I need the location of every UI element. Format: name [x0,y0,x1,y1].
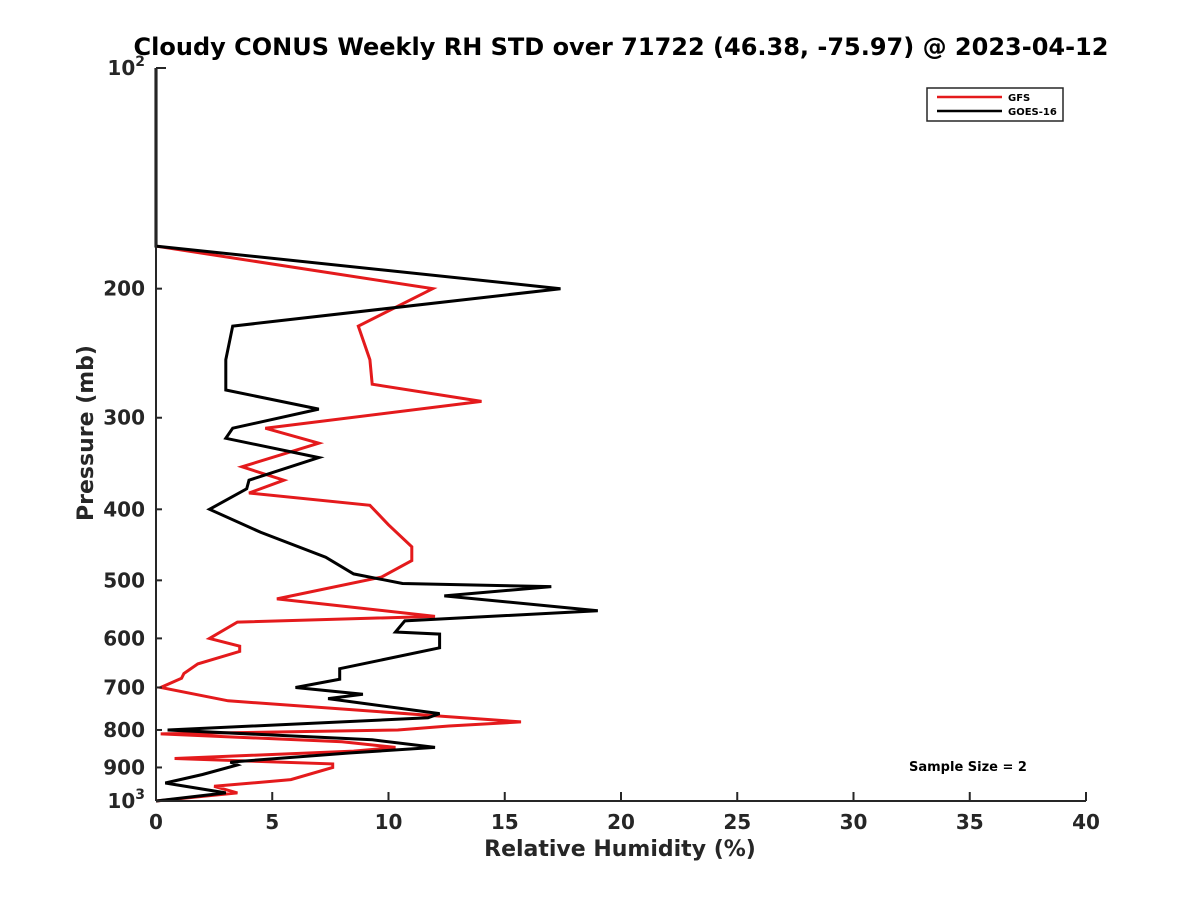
y-tick-label: 600 [103,626,145,650]
y-tick-power-exponent: 2 [135,54,145,70]
series-line-goes16 [154,68,598,803]
y-tick-label-power: 103 [107,787,145,813]
series-layer [154,68,598,803]
x-tick-label: 35 [956,810,984,834]
x-tick-label: 25 [723,810,751,834]
chart-title: Cloudy CONUS Weekly RH STD over 71722 (4… [134,33,1109,61]
axes-layer: 0 5 10 15 20 25 30 35 40 200 300 400 500 600 700 800 900… [103,54,1100,834]
y-tick-label-power: 102 [107,54,145,80]
y-tick-power-base: 10 [107,56,135,80]
x-tick-label: 15 [491,810,519,834]
legend-label-goes16: GOES-16 [1008,107,1057,118]
y-axis-label: Pressure (mb) [74,345,99,521]
series-line-gfs [154,68,522,803]
y-tick-power-base: 10 [107,789,135,813]
y-tick-label: 700 [103,675,145,699]
legend: GFS GOES-16 [926,87,1064,122]
x-tick-label: 10 [375,810,403,834]
x-tick-label: 0 [149,810,163,834]
y-tick-label: 200 [103,277,145,301]
x-tick-label: 20 [607,810,635,834]
legend-box [926,87,1064,122]
legend-label-gfs: GFS [1008,93,1030,104]
y-tick-label: 500 [103,568,145,592]
y-tick-label: 800 [103,718,145,742]
y-tick-label: 300 [103,406,145,430]
x-tick-label: 5 [265,810,279,834]
x-tick-label: 30 [840,810,868,834]
y-tick-label: 900 [103,755,145,779]
y-tick-power-exponent: 3 [135,787,145,803]
x-tick-label: 40 [1072,810,1100,834]
sample-size-annotation: Sample Size = 2 [909,760,1027,775]
y-tick-label: 400 [103,497,145,521]
x-axis-label: Relative Humidity (%) [484,837,756,862]
